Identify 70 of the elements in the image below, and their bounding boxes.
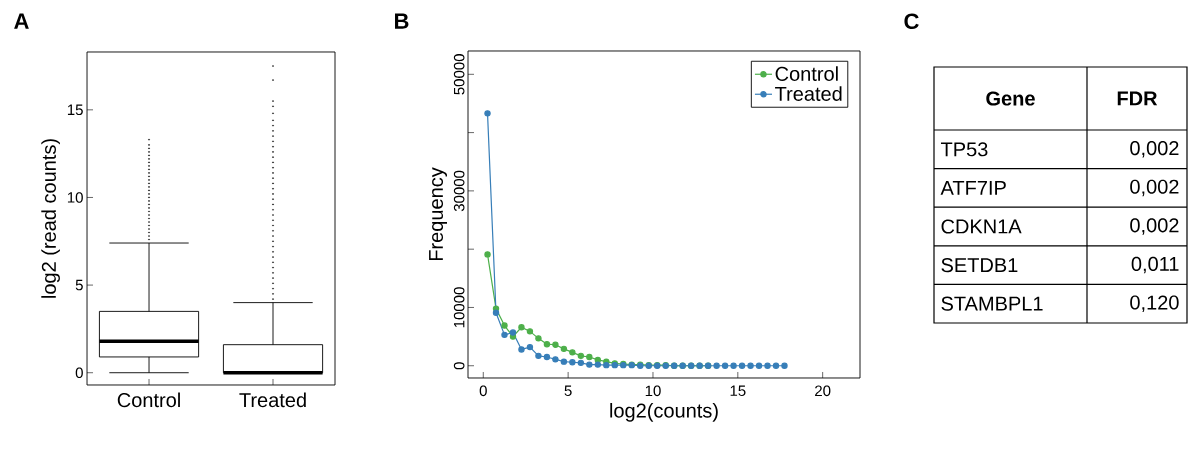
point — [501, 322, 508, 329]
text: STAMBPL1 — [941, 296, 1043, 311]
point — [543, 340, 551, 348]
text: 0,120 — [1130, 295, 1179, 312]
chart-title: B — [395, 13, 409, 29]
point — [594, 361, 602, 368]
y-tick-label: 10 — [67, 192, 83, 203]
point — [738, 362, 746, 369]
point — [484, 251, 491, 258]
point — [484, 110, 491, 117]
point — [560, 345, 568, 353]
point — [518, 346, 525, 353]
point — [552, 356, 559, 363]
point — [721, 362, 729, 369]
y-tick-label: 0 — [75, 367, 83, 379]
point — [535, 335, 542, 342]
point — [518, 324, 525, 331]
text: SETDB1 — [941, 258, 1018, 273]
text: C — [904, 13, 919, 30]
point — [509, 329, 517, 336]
point — [577, 352, 585, 360]
x-tick-label: 10 — [645, 385, 661, 397]
y-tick-label: 30000 — [453, 170, 465, 212]
legend-label: Control — [775, 66, 838, 81]
point — [560, 358, 568, 365]
y-tick-label: 50000 — [453, 54, 465, 95]
y-axis-title: log2 (read counts) — [41, 139, 60, 298]
point — [526, 328, 534, 335]
point — [569, 359, 576, 366]
text: Gene — [986, 91, 1035, 106]
point — [781, 362, 788, 369]
point — [586, 361, 593, 368]
point — [552, 341, 559, 348]
point — [535, 352, 542, 360]
point — [586, 353, 593, 361]
text: 0,011 — [1131, 256, 1179, 274]
point — [526, 343, 534, 351]
x-tick-label: 15 — [730, 385, 746, 396]
point — [755, 362, 763, 369]
y-axis-title: Frequency — [429, 167, 447, 261]
text: FDR — [1117, 91, 1158, 106]
point — [492, 309, 500, 316]
text: CDKN1A — [941, 219, 1022, 234]
x-tick-label: 20 — [815, 385, 831, 397]
point — [577, 359, 585, 367]
point — [730, 362, 737, 369]
text: ATF7IP — [940, 181, 1006, 195]
text: 0,002 — [1130, 179, 1179, 197]
chart-title: A — [14, 13, 29, 29]
y-tick-label: 0 — [453, 362, 465, 370]
point — [603, 361, 610, 369]
text: 0,002 — [1130, 141, 1179, 158]
point — [713, 362, 720, 369]
text: 0,002 — [1130, 218, 1179, 235]
y-tick-label: 10000 — [453, 287, 465, 328]
point — [747, 362, 754, 369]
point — [569, 349, 576, 356]
point — [772, 362, 780, 369]
point — [764, 362, 771, 369]
y-tick-label: 5 — [75, 279, 83, 291]
x-tick-label: Control — [117, 392, 180, 408]
x-tick-label: Treated — [239, 392, 306, 408]
point — [543, 353, 551, 361]
x-axis-title: log2(counts) — [610, 403, 718, 422]
point — [501, 331, 508, 339]
legend-label: Treated — [775, 86, 842, 101]
text: TP53 — [940, 142, 988, 157]
x-tick-label: 0 — [479, 385, 487, 397]
y-tick-label: 15 — [67, 104, 83, 116]
x-tick-label: 5 — [564, 385, 572, 396]
